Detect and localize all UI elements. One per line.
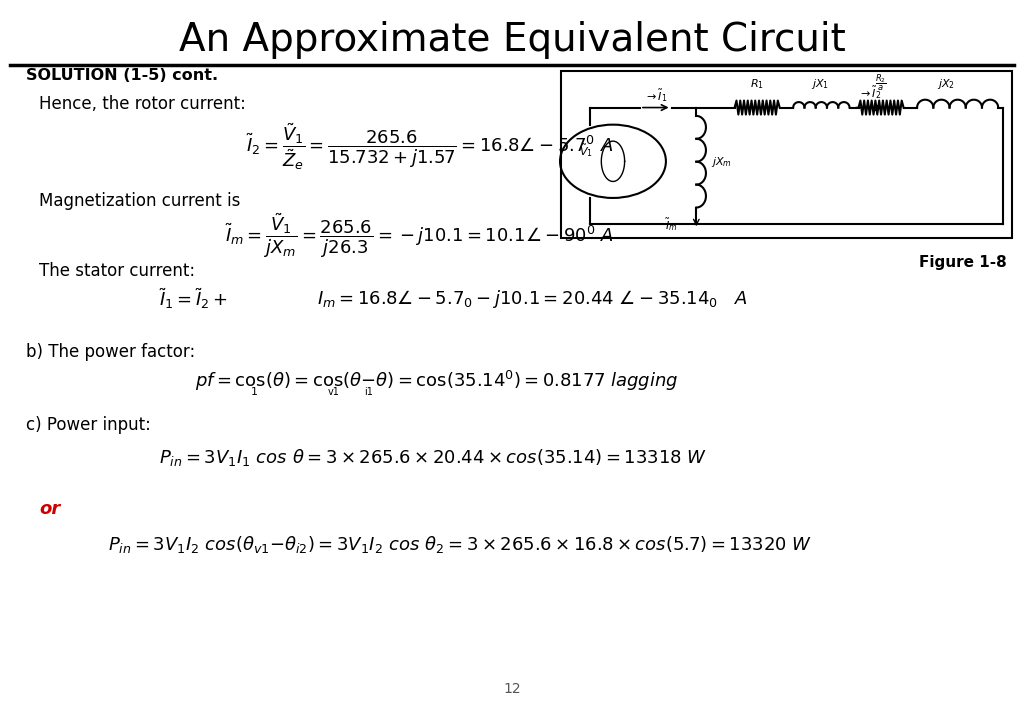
Text: $P_{in} = 3V_1 I_2\ cos(\theta_{v1}{-}\theta_{i2}) = 3V_1 I_2\ cos\ \theta_2 = 3: $P_{in} = 3V_1 I_2\ cos(\theta_{v1}{-}\t… (108, 534, 812, 555)
Text: 12: 12 (503, 682, 521, 696)
Text: 1: 1 (251, 387, 258, 397)
Text: or: or (39, 500, 60, 518)
Bar (561, 71, 1012, 238)
Text: $\rightarrow\tilde{I}_1$: $\rightarrow\tilde{I}_1$ (644, 87, 668, 104)
Text: SOLUTION (1-5) cont.: SOLUTION (1-5) cont. (26, 68, 218, 84)
Text: $I_m =16.8\angle -5.7_0 - j10.1 = 20.44\ \angle -35.14_0\quad A$: $I_m =16.8\angle -5.7_0 - j10.1 = 20.44\… (317, 288, 749, 311)
Text: Figure 1-8: Figure 1-8 (919, 255, 1007, 270)
Text: $\tilde{I}_m = \dfrac{\tilde{V}_1}{jX_m} = \dfrac{265.6}{j26.3} =-j10.1=10.1\ang: $\tilde{I}_m = \dfrac{\tilde{V}_1}{jX_m}… (225, 212, 614, 260)
Text: v1: v1 (328, 387, 339, 397)
Text: $jX_m$: $jX_m$ (711, 155, 731, 169)
Text: c) Power input:: c) Power input: (26, 416, 151, 435)
Text: $P_{in} = 3V_1 I_1\ cos\ \theta = 3\times 265.6\times 20.44\times cos\left(35.14: $P_{in} = 3V_1 I_1\ cos\ \theta = 3\time… (159, 447, 707, 468)
Text: $R_1$: $R_1$ (751, 77, 764, 91)
Text: b) The power factor:: b) The power factor: (26, 343, 195, 362)
Text: Magnetization current is: Magnetization current is (39, 191, 241, 210)
Text: $\rightarrow\tilde{I}_2$: $\rightarrow\tilde{I}_2$ (858, 84, 881, 101)
Text: $jX_2$: $jX_2$ (937, 77, 955, 91)
Text: $\tilde{I}_m$: $\tilde{I}_m$ (666, 216, 678, 233)
Text: $pf = \cos(\theta) = \cos(\theta{-}\theta) = \cos(35.14^0) = 0.8177\ \mathit{lag: $pf = \cos(\theta) = \cos(\theta{-}\thet… (195, 369, 678, 393)
Text: An Approximate Equivalent Circuit: An Approximate Equivalent Circuit (178, 21, 846, 60)
Text: $\tilde{I}_2 = \dfrac{\tilde{V}_1}{\tilde{Z}_e} = \dfrac{265.6}{15.732 + j1.57} : $\tilde{I}_2 = \dfrac{\tilde{V}_1}{\tild… (246, 121, 613, 172)
Text: $\tilde{I}_1 = \tilde{I}_2 +$: $\tilde{I}_1 = \tilde{I}_2 +$ (159, 287, 227, 311)
Text: i1: i1 (364, 387, 373, 397)
Text: Hence, the rotor current:: Hence, the rotor current: (39, 95, 246, 113)
Text: $\tilde{V}_1$: $\tilde{V}_1$ (579, 142, 593, 159)
Text: $jX_1$: $jX_1$ (811, 77, 829, 91)
Text: The stator current:: The stator current: (39, 262, 195, 280)
Text: $\dfrac{R_2}{a}$: $\dfrac{R_2}{a}$ (876, 72, 887, 93)
